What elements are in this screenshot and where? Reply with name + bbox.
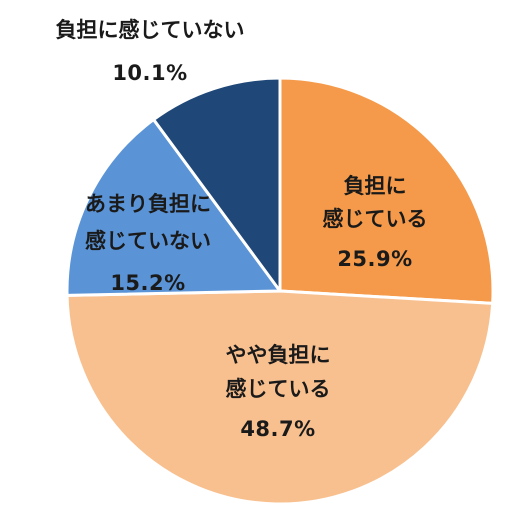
slice-label-line: 負担に感じていない — [56, 18, 245, 42]
slice-label-line: やや負担に — [226, 343, 331, 367]
slice-label-line: あまり負担に — [85, 192, 211, 216]
pie-slice-1 — [65, 289, 495, 506]
slice-label-line: 負担に — [344, 174, 407, 198]
pie-slices — [65, 76, 495, 506]
pie-slice-2 — [65, 118, 282, 297]
pie-slice-3 — [152, 76, 282, 293]
slice-label-line: 感じている — [323, 207, 428, 231]
slice-value-label: 10.1% — [112, 61, 187, 85]
slice-value-label: 48.7% — [240, 417, 315, 441]
pie-slice-0 — [278, 76, 495, 305]
slice-value-label: 25.9% — [337, 247, 412, 271]
slice-label-line: 感じている — [226, 377, 331, 401]
slice-value-label: 15.2% — [110, 271, 185, 295]
slice-label-line: 感じていない — [85, 229, 211, 253]
pie-labels: 負担に 感じている 25.9% やや負担に 感じている 48.7% あまり負担に… — [56, 18, 428, 441]
